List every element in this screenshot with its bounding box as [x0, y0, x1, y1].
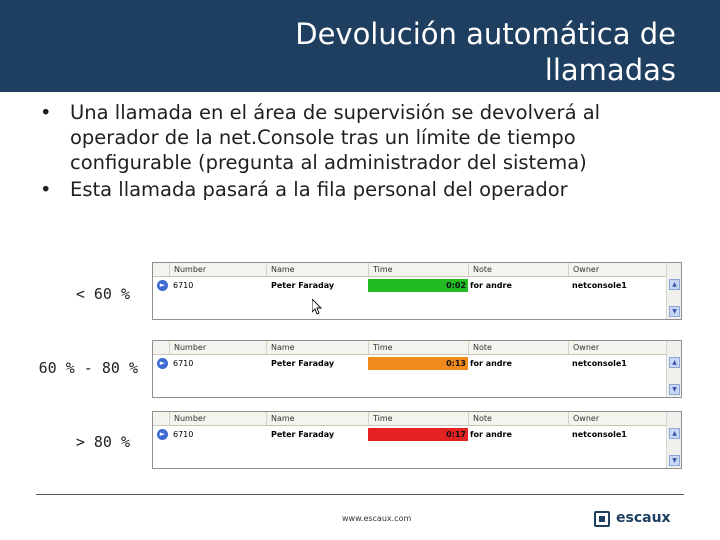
- cell-owner[interactable]: netconsole1: [572, 430, 627, 439]
- mouse-pointer-icon: [312, 299, 322, 315]
- call-arrow-icon[interactable]: ►: [157, 280, 168, 291]
- col-owner[interactable]: Owner: [568, 412, 667, 425]
- col-note[interactable]: Note: [468, 341, 568, 354]
- cell-time: 0:13: [446, 359, 466, 368]
- cell-time: 0:17: [446, 430, 466, 439]
- scroll-up-icon[interactable]: ▲: [669, 279, 680, 290]
- scrollbar[interactable]: ▲ ▼: [666, 263, 681, 319]
- col-owner[interactable]: Owner: [568, 341, 667, 354]
- scroll-up-icon[interactable]: ▲: [669, 357, 680, 368]
- grid-header: Number Name Time Note Owner: [153, 412, 667, 426]
- call-arrow-icon[interactable]: ►: [157, 358, 168, 369]
- scrollbar[interactable]: ▲ ▼: [666, 412, 681, 468]
- col-note[interactable]: Note: [468, 263, 568, 276]
- cell-note[interactable]: for andre: [470, 281, 512, 290]
- time-bar[interactable]: 0:17: [368, 428, 468, 441]
- call-grid: Number Name Time Note Owner ► 6710 Peter…: [152, 262, 682, 320]
- scroll-down-icon[interactable]: ▼: [669, 306, 680, 317]
- call-grid: Number Name Time Note Owner ► 6710 Peter…: [152, 340, 682, 398]
- grid-header: Number Name Time Note Owner: [153, 341, 667, 355]
- cell-note[interactable]: for andre: [470, 359, 512, 368]
- col-note[interactable]: Note: [468, 412, 568, 425]
- logo-text: escaux: [616, 510, 671, 526]
- call-arrow-icon[interactable]: ►: [157, 429, 168, 440]
- col-time[interactable]: Time: [368, 341, 468, 354]
- cell-owner[interactable]: netconsole1: [572, 281, 627, 290]
- threshold-label: 60 % - 80 %: [38, 359, 138, 377]
- cell-number[interactable]: 6710: [173, 359, 194, 368]
- cell-number[interactable]: 6710: [173, 430, 194, 439]
- scroll-up-icon[interactable]: ▲: [669, 428, 680, 439]
- scrollbar[interactable]: ▲ ▼: [666, 341, 681, 397]
- col-time[interactable]: Time: [368, 263, 468, 276]
- col-number[interactable]: Number: [169, 263, 266, 276]
- bullet-item: Una llamada en el área de supervisión se…: [30, 100, 690, 175]
- title-banner: Devolución automática de llamadas: [0, 0, 720, 92]
- col-time[interactable]: Time: [368, 412, 468, 425]
- time-bar[interactable]: 0:13: [368, 357, 468, 370]
- cell-name[interactable]: Peter Faraday: [271, 430, 335, 439]
- time-bar[interactable]: 0:02: [368, 279, 468, 292]
- footer-divider: [36, 494, 684, 495]
- col-name[interactable]: Name: [266, 341, 368, 354]
- col-name[interactable]: Name: [266, 263, 368, 276]
- col-number[interactable]: Number: [169, 412, 266, 425]
- slide-title: Devolución automática de llamadas: [295, 17, 676, 87]
- cell-time: 0:02: [446, 281, 466, 290]
- threshold-label: < 60 %: [75, 285, 130, 303]
- grid-header: Number Name Time Note Owner: [153, 263, 667, 277]
- scroll-down-icon[interactable]: ▼: [669, 455, 680, 466]
- col-name[interactable]: Name: [266, 412, 368, 425]
- bullet-list: Una llamada en el área de supervisión se…: [30, 100, 690, 204]
- cell-name[interactable]: Peter Faraday: [271, 359, 335, 368]
- threshold-label: > 80 %: [75, 433, 130, 451]
- cell-number[interactable]: 6710: [173, 281, 194, 290]
- scroll-down-icon[interactable]: ▼: [669, 384, 680, 395]
- cell-note[interactable]: for andre: [470, 430, 512, 439]
- bullet-item: Esta llamada pasará a la fila personal d…: [30, 177, 690, 202]
- col-owner[interactable]: Owner: [568, 263, 667, 276]
- cell-owner[interactable]: netconsole1: [572, 359, 627, 368]
- call-grid: Number Name Time Note Owner ► 6710 Peter…: [152, 411, 682, 469]
- col-number[interactable]: Number: [169, 341, 266, 354]
- cell-name[interactable]: Peter Faraday: [271, 281, 335, 290]
- logo-mark: [594, 511, 610, 527]
- footer-url[interactable]: www.escaux.com: [342, 514, 412, 523]
